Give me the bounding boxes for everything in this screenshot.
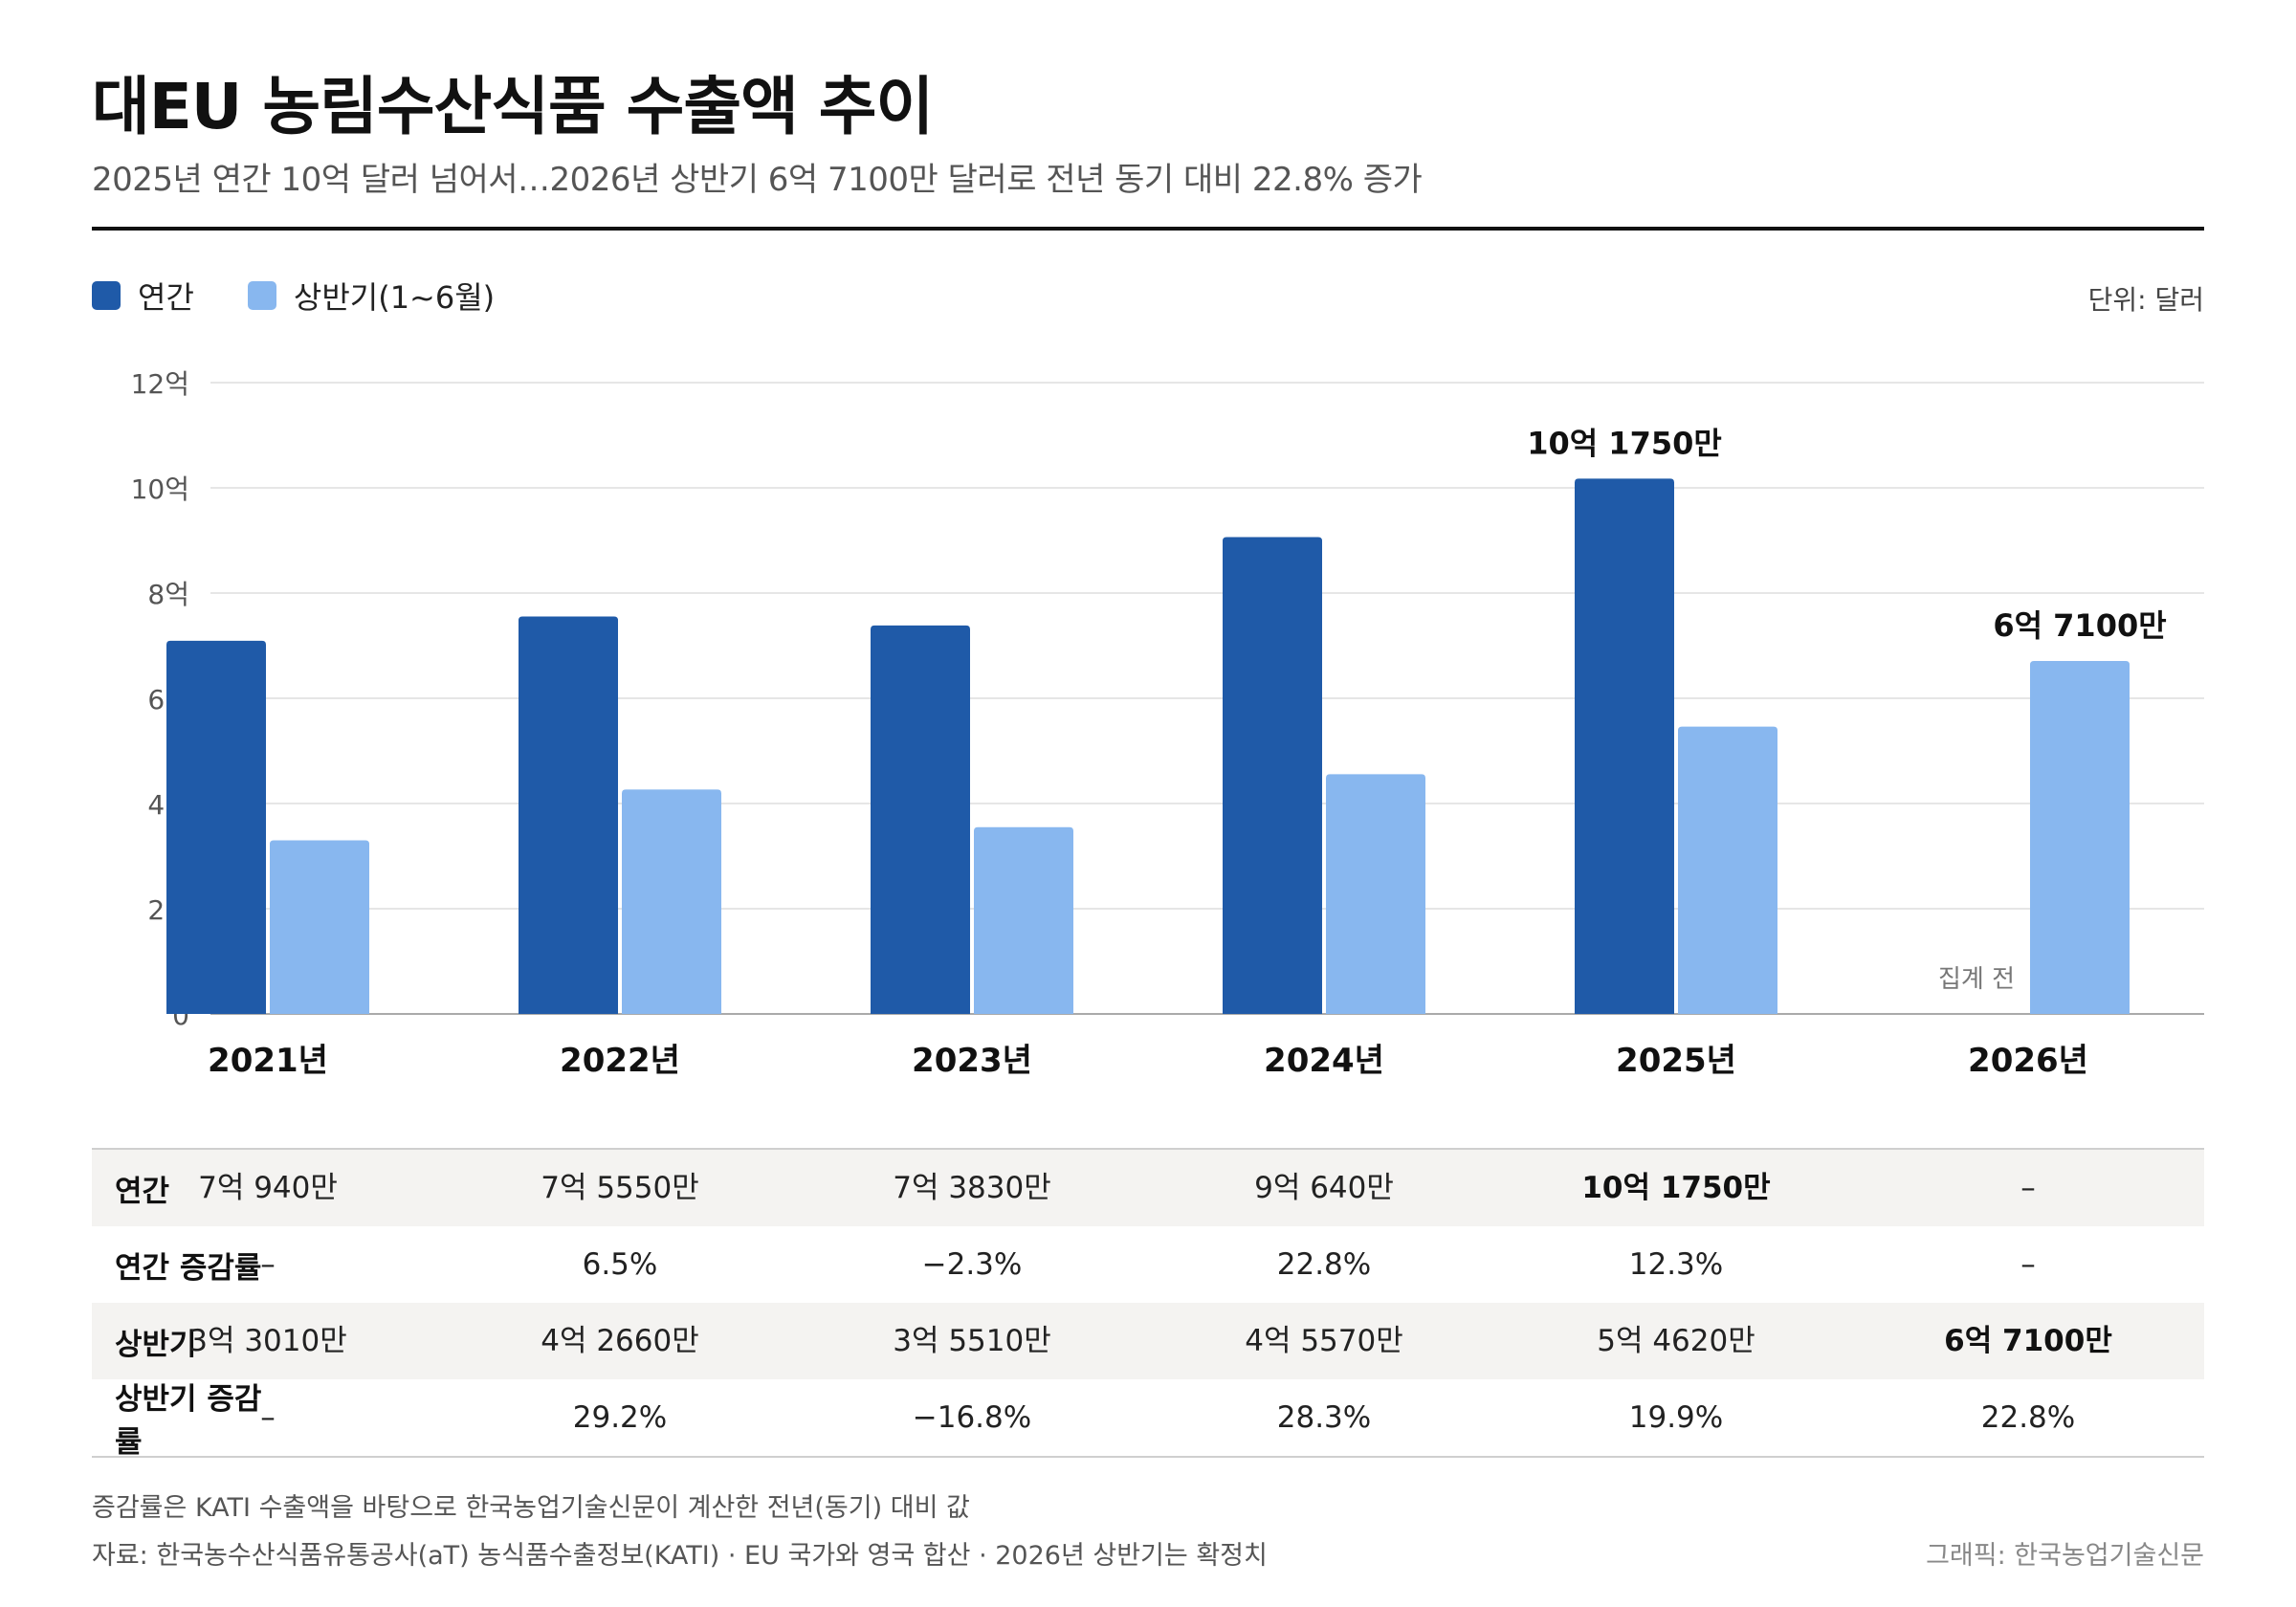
bar-half xyxy=(1678,726,1777,1014)
table-cell: – xyxy=(2020,1247,2036,1282)
table-cell: 6억 7100만 xyxy=(1944,1324,2112,1358)
data-table: 연간 7억 940만 7억 5550만 7억 3830만 9억 640만 10억 1750… xyxy=(92,1148,2204,1460)
bar-annual xyxy=(871,625,970,1014)
y-tick-label: 12억 xyxy=(131,368,189,400)
table-row-cells: – 29.2% −16.8% 28.3% 19.9% 22.8% xyxy=(260,1379,2204,1456)
bar-half xyxy=(270,840,369,1014)
table-cell: 4억 2660만 xyxy=(541,1324,699,1358)
table-cell: 28.3% xyxy=(1276,1400,1372,1435)
x-tick-label: 2021년 xyxy=(208,1042,328,1080)
legend-item-annual: 연간 xyxy=(92,274,194,318)
x-tick-label: 2026년 xyxy=(1968,1042,2088,1080)
x-tick-label: 2024년 xyxy=(1264,1042,1384,1080)
y-tick-label: 8억 xyxy=(147,579,189,610)
table-cell: 22.8% xyxy=(1276,1247,1372,1282)
table-row-cells: – 6.5% −2.3% 22.8% 12.3% – xyxy=(260,1226,2204,1303)
bar-half xyxy=(974,826,1073,1014)
header-divider xyxy=(92,227,2204,231)
table-cell: – xyxy=(260,1247,276,1282)
table-cell: 19.9% xyxy=(1628,1400,1724,1435)
bar-chart: 02억4억6억8억10억12억2021년2022년2023년2024년2025년… xyxy=(131,368,2204,1080)
table-cell: 10억 1750만 xyxy=(1581,1171,1771,1205)
legend-swatch-half xyxy=(247,281,276,310)
bar-annual xyxy=(519,616,618,1014)
graphic-credit: 그래픽: 한국농업기술신문 xyxy=(1926,1541,2204,1571)
legend-item-half: 상반기(1~6월) xyxy=(247,274,496,318)
y-tick-label: 10억 xyxy=(131,473,189,505)
table-cell: 29.2% xyxy=(572,1400,668,1435)
table-row: 연간 증감률 –6.5% −2.3% 22.8% 12.3% – xyxy=(92,1226,2204,1303)
legend: 연간 상반기(1~6월) xyxy=(92,274,548,318)
table-cell: 7억 940만 xyxy=(198,1171,338,1205)
table-top-border xyxy=(92,1148,2204,1150)
table-row-label: 상반기 증감률 xyxy=(115,1382,262,1460)
chart-subtitle: 2025년 연간 10억 달러 넘어서…2026년 상반기 6억 7100만 달… xyxy=(92,161,1423,199)
bar-annual xyxy=(1575,478,1674,1014)
bar-annotation-pending: 집계 전 xyxy=(1938,965,2015,994)
table-cell: 9억 640만 xyxy=(1254,1171,1394,1205)
table-row-cells: 3억 3010만 4억 2660만 3억 5510만 4억 5570만 5억 4620만… xyxy=(188,1303,2204,1379)
table-cell: – xyxy=(260,1400,276,1435)
legend-label-annual: 연간 xyxy=(138,279,194,316)
bar-half xyxy=(2030,660,2130,1014)
table-row-label: 상반기 xyxy=(115,1327,197,1362)
bar-annual xyxy=(1223,537,1322,1014)
legend-swatch-annual xyxy=(92,281,121,310)
table-body: 연간 7억 940만 7억 5550만 7억 3830만 9억 640만 10억 1750… xyxy=(92,1150,2204,1460)
table-row: 연간 7억 940만 7억 5550만 7억 3830만 9억 640만 10억 1750… xyxy=(92,1150,2204,1226)
table-cell: −2.3% xyxy=(921,1247,1023,1282)
source-note: 자료: 한국농수산식품유통공사(aT) 농식품수출정보(KATI) · EU 국… xyxy=(92,1541,1268,1571)
table-cell: 4억 5570만 xyxy=(1245,1324,1403,1358)
table-cell: – xyxy=(2020,1171,2036,1205)
table-cell: 6.5% xyxy=(582,1247,658,1282)
table-cell: 3억 3010만 xyxy=(188,1324,347,1358)
bar-value-label: 10억 1750만 xyxy=(1527,425,1722,461)
table-cell: 3억 5510만 xyxy=(893,1324,1051,1358)
table-cell: 22.8% xyxy=(1980,1400,2076,1435)
table-row-label: 연간 xyxy=(115,1174,170,1209)
bar-value-label: 6억 7100만 xyxy=(1993,607,2166,644)
unit-label: 단위: 달러 xyxy=(2087,284,2204,316)
table-bottom-border xyxy=(92,1456,2204,1458)
table-cell: 7억 3830만 xyxy=(893,1171,1051,1205)
table-row: 상반기 3억 3010만 4억 2660만 3억 5510만 4억 5570만 5억 46… xyxy=(92,1303,2204,1379)
table-cell: 5억 4620만 xyxy=(1597,1324,1755,1358)
footnote: 증감률은 KATI 수출액을 바탕으로 한국농업기술신문이 계산한 전년(동기)… xyxy=(92,1493,970,1523)
x-tick-label: 2025년 xyxy=(1616,1042,1736,1080)
table-row-label: 연간 증감률 xyxy=(115,1250,262,1286)
table-cell: −16.8% xyxy=(912,1400,1032,1435)
table-row-cells: 7억 940만 7억 5550만 7억 3830만 9억 640만 10억 1750만 – xyxy=(198,1150,2204,1226)
table-cell: 12.3% xyxy=(1628,1247,1724,1282)
bar-half xyxy=(622,789,721,1014)
table-row: 상반기 증감률 – 29.2% −16.8% 28.3% 19.9% 22.8% xyxy=(92,1379,2204,1460)
legend-label-half: 상반기(1~6월) xyxy=(293,279,496,316)
table-cell: 7억 5550만 xyxy=(541,1171,699,1205)
x-tick-label: 2023년 xyxy=(912,1042,1032,1080)
bar-half xyxy=(1326,774,1425,1014)
chart-title: 대EU 농림수산식품 수출액 추이 xyxy=(92,70,934,143)
bar-annual xyxy=(166,640,266,1014)
x-tick-label: 2022년 xyxy=(560,1042,680,1080)
